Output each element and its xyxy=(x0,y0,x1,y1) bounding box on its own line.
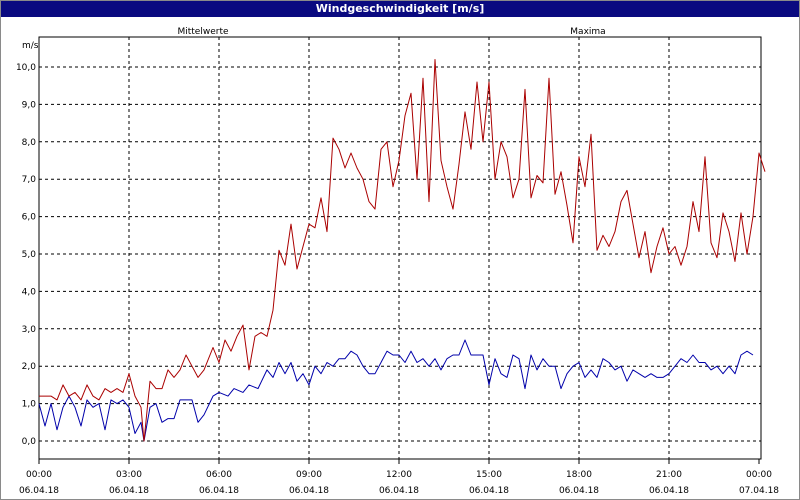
series-line-maxima xyxy=(39,59,766,442)
x-tick-date-label: 07.04.18 xyxy=(739,486,779,496)
x-tick-time-label: 18:00 xyxy=(566,470,592,480)
y-tick-label: 9,0 xyxy=(22,100,37,110)
x-tick-time-label: 00:00 xyxy=(26,470,52,480)
x-tick-date-label: 06.04.18 xyxy=(379,486,419,496)
x-tick-time-label: 21:00 xyxy=(656,470,682,480)
x-tick-time-label: 09:00 xyxy=(296,470,322,480)
legend-mittelwerte: Mittelwerte xyxy=(177,27,228,37)
y-tick-label: 3,0 xyxy=(22,325,37,335)
y-tick-label: 2,0 xyxy=(22,362,37,372)
x-tick-date-label: 06.04.18 xyxy=(19,486,59,496)
grid-lines xyxy=(39,37,761,459)
x-tick-date-label: 06.04.18 xyxy=(559,486,599,496)
plot-area-border xyxy=(38,36,762,460)
y-tick-label: 5,0 xyxy=(22,250,37,260)
y-tick-label: 0,0 xyxy=(22,437,37,447)
y-tick-label: 7,0 xyxy=(22,175,37,185)
y-tick-label: 10,0 xyxy=(16,63,36,73)
x-tick-date-label: 06.04.18 xyxy=(109,486,149,496)
x-tick-date-label: 06.04.18 xyxy=(289,486,329,496)
series-line-mittelwerte xyxy=(38,339,754,442)
x-tick-time-label: 15:00 xyxy=(476,470,502,480)
y-tick-label: 8,0 xyxy=(22,138,37,148)
x-tick-date-label: 06.04.18 xyxy=(199,486,239,496)
y-tick-label: 6,0 xyxy=(22,213,37,223)
x-tick-time-label: 03:00 xyxy=(116,470,142,480)
x-tick-time-label: 12:00 xyxy=(386,470,412,480)
y-tick-label: 4,0 xyxy=(22,287,37,297)
y-tick-label: 1,0 xyxy=(22,400,37,410)
y-axis-ticks: 0,0 1,0 2,0 3,0 4,0 5,0 6,0 7,0 8,0 9,0 10,0 xyxy=(16,63,36,447)
x-axis-ticks: 00:00 06.04.18 03:00 06.04.18 06:00 06.04.18 0… xyxy=(19,459,779,496)
x-tick-time-label: 00:00 xyxy=(746,470,772,480)
x-tick-time-label: 06:00 xyxy=(206,470,232,480)
x-tick-date-label: 06.04.18 xyxy=(469,486,509,496)
legend-maxima: Maxima xyxy=(570,27,605,37)
chart-title: Windgeschwindigkeit [m/s] xyxy=(1,1,799,17)
y-axis-unit-label: m/s xyxy=(22,41,39,51)
x-tick-date-label: 06.04.18 xyxy=(649,486,689,496)
series-lines xyxy=(38,59,766,442)
